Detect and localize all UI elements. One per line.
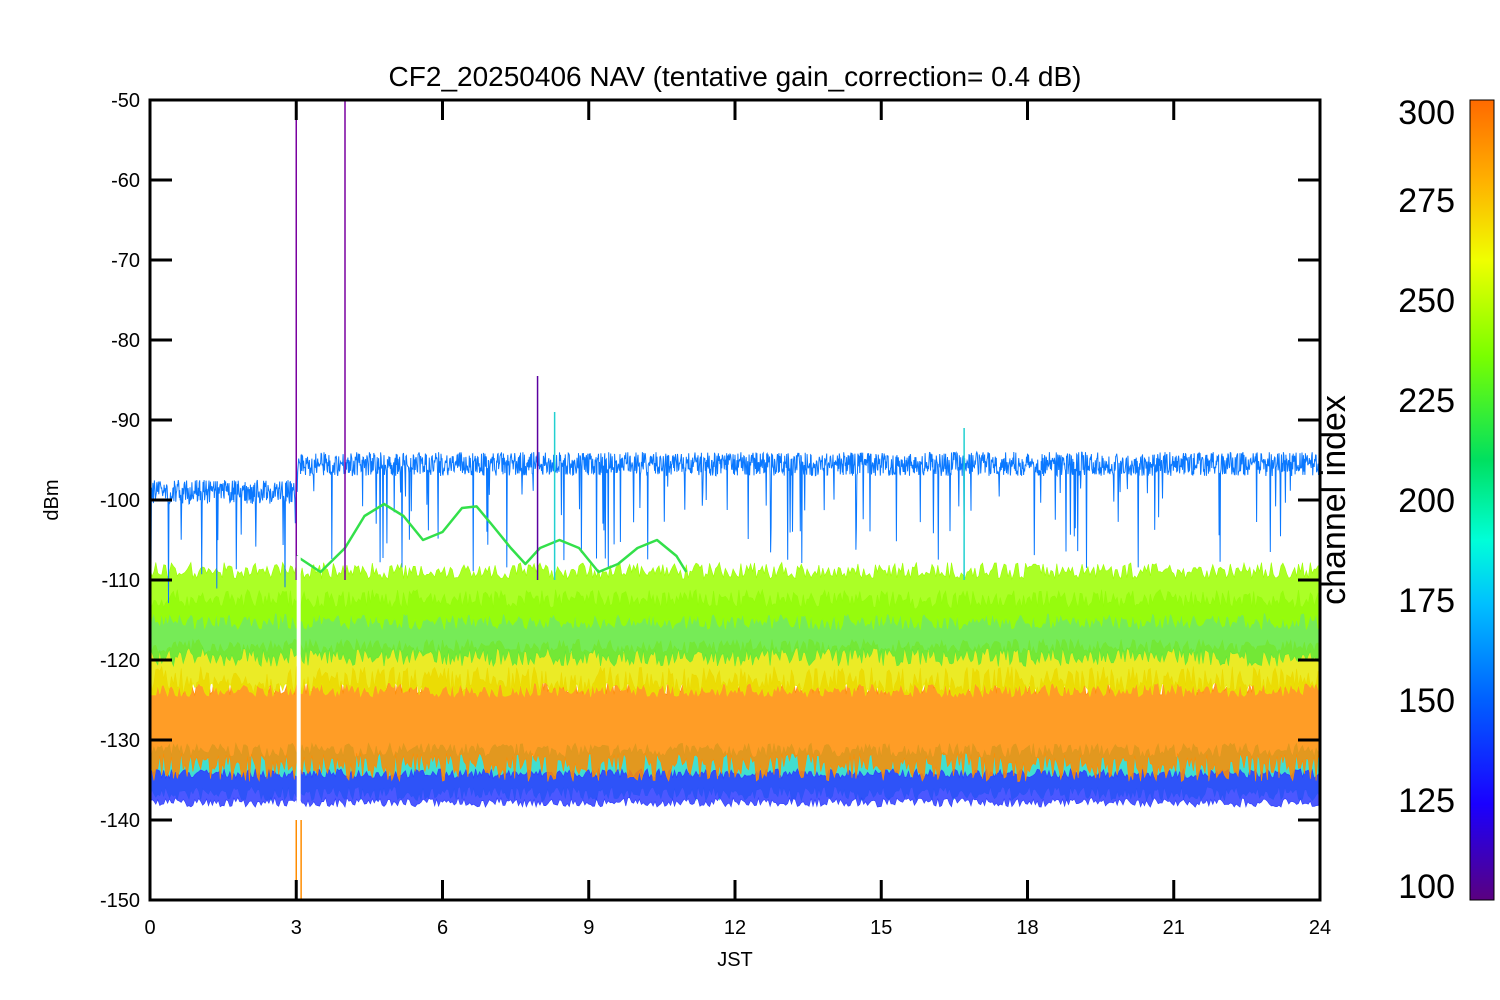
colorbar-tick-label: 125 <box>1398 782 1455 820</box>
x-tick-label: 18 <box>1016 917 1038 939</box>
x-tick-label: 6 <box>437 917 448 939</box>
colorbar-tick-label: 100 <box>1398 868 1455 906</box>
x-tick-label: 12 <box>724 917 746 939</box>
y-tick-label: -80 <box>111 330 140 352</box>
x-tick-label: 15 <box>870 917 892 939</box>
chart-title: CF2_20250406 NAV (tentative gain_correct… <box>389 61 1082 92</box>
colorbar-tick-label: 175 <box>1398 582 1455 620</box>
x-axis-label: JST <box>717 949 753 971</box>
y-tick-label: -120 <box>100 650 140 672</box>
colorbar-tick-label: 275 <box>1398 182 1455 220</box>
y-tick-label: -110 <box>101 570 140 592</box>
colorbar <box>1469 99 1495 901</box>
series-line-channel-235 <box>295 502 688 574</box>
colorbar-tick-label: 200 <box>1398 482 1455 520</box>
colorbar-tick-label: 250 <box>1398 282 1455 320</box>
y-tick-label: -150 <box>100 890 140 912</box>
x-axis-ticks: 0 3 6 9 12 15 18 21 24 <box>144 100 1331 939</box>
x-tick-label: 3 <box>291 917 302 939</box>
colorbar-tick-label: 225 <box>1398 382 1455 420</box>
y-tick-label: -100 <box>100 490 140 512</box>
y-tick-label: -50 <box>111 90 140 112</box>
noise-bands <box>150 561 1320 809</box>
y-tick-label: -130 <box>100 730 140 752</box>
y-tick-label: -60 <box>111 170 140 192</box>
y-axis-ticks: -50 -60 -70 -80 -90 -100 -110 -120 -130 -140 -150 <box>100 90 1320 912</box>
colorbar-ticks: 300 275 250 225 200 175 150 125 100 <box>1398 94 1455 906</box>
x-tick-label: 9 <box>583 917 594 939</box>
y-tick-label: -70 <box>111 250 140 272</box>
y-tick-label: -140 <box>100 810 140 832</box>
plot-area <box>150 100 1320 900</box>
x-tick-label: 0 <box>144 917 155 939</box>
series-band-channel-255 <box>150 561 1320 631</box>
colorbar-tick-label: 150 <box>1398 682 1455 720</box>
colorbar-tick-label: 300 <box>1398 94 1455 132</box>
x-tick-label: 24 <box>1309 917 1331 939</box>
colorbar-label: channel index <box>1315 395 1353 605</box>
y-axis-label: dBm <box>41 479 63 520</box>
x-tick-label: 21 <box>1163 917 1185 939</box>
y-tick-label: -90 <box>111 410 140 432</box>
